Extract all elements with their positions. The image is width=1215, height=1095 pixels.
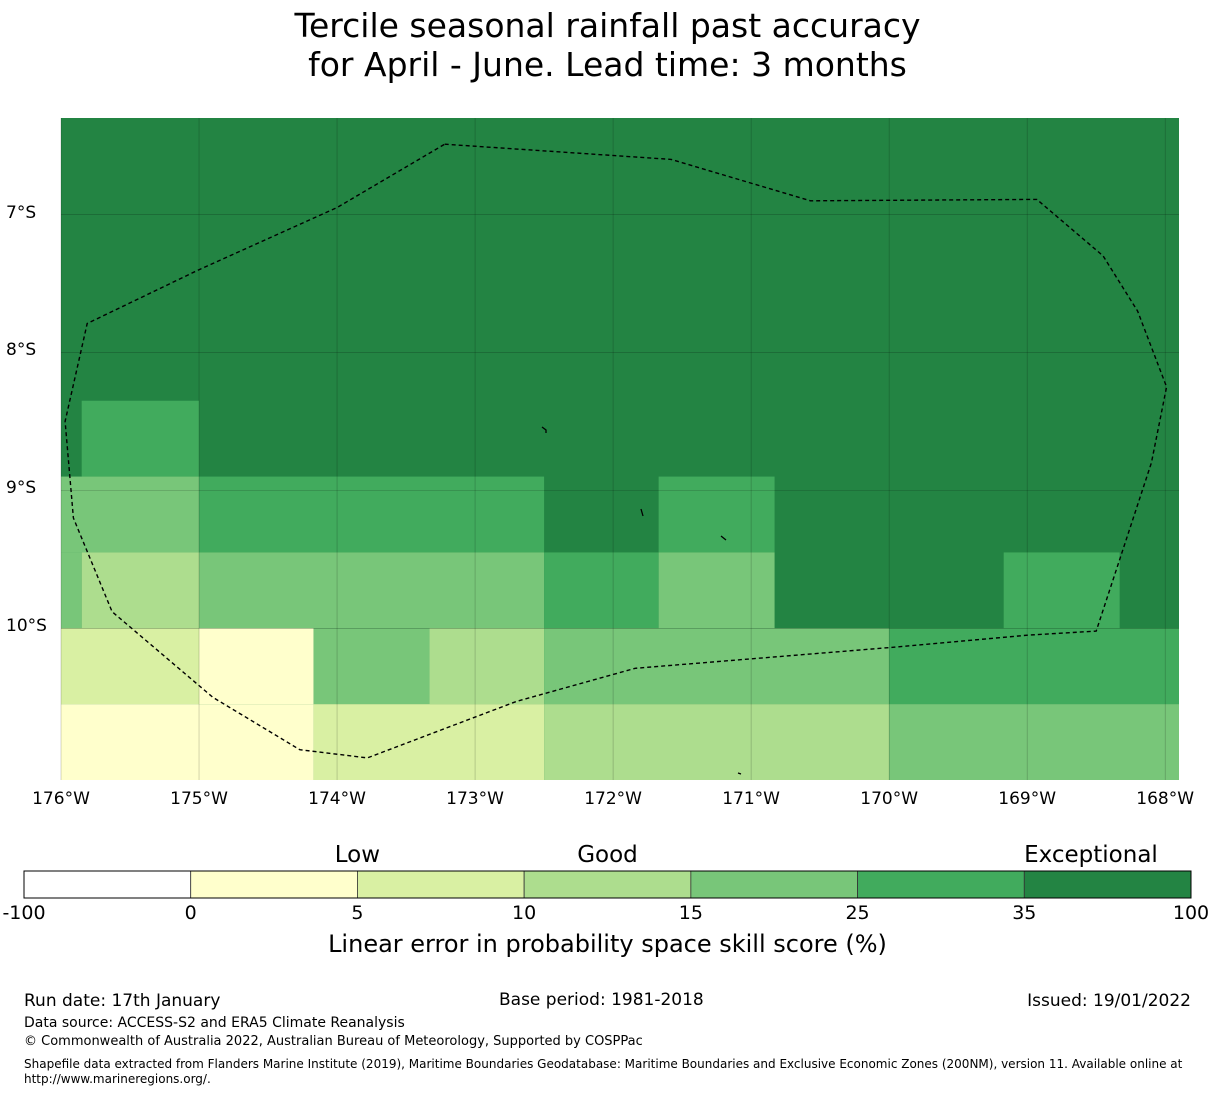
colorbar-tick-label: 35 (1012, 902, 1037, 924)
latitude-tick-label: 8°S (6, 340, 37, 361)
longitude-tick-label: 176°W (32, 789, 90, 809)
colorbar-tick-label: 5 (351, 902, 364, 924)
skill-grid-cell (658, 552, 775, 629)
island-atoll-mark (737, 772, 742, 775)
skill-grid-cell (81, 552, 200, 629)
longitude-tick-label: 174°W (308, 789, 366, 809)
colorbar-segment (1023, 870, 1192, 899)
skill-grid-cell (61, 476, 200, 553)
colorbar-category-label: Low (334, 842, 381, 868)
skill-grid-cell (889, 704, 1179, 780)
skill-grid-cell (199, 552, 545, 629)
colorbar-tick-label: 0 (184, 902, 197, 924)
latitude-tick-label: 9°S (6, 478, 37, 499)
colorbar-tick-label: -100 (2, 902, 46, 924)
skill-grid-cell (81, 400, 200, 477)
skill-grid-cell (544, 704, 890, 780)
colorbar-tick-label: 100 (1172, 902, 1210, 924)
run-date: Run date: 17th January (24, 991, 221, 1011)
skill-grid-cell (544, 552, 659, 629)
colorbar-segment (357, 870, 525, 899)
longitude-tick-label: 173°W (446, 789, 504, 809)
colorbar-category-label: Exceptional (1024, 842, 1158, 868)
skill-grid-cell (658, 476, 775, 553)
copyright: © Commonwealth of Australia 2022, Austra… (24, 1034, 643, 1049)
skill-grid-cell (429, 628, 545, 705)
island-atoll-mark (640, 508, 644, 517)
longitude-tick-label: 169°W (998, 789, 1057, 809)
skill-grid-cell (313, 704, 545, 780)
shapefile-credit: Shapefile data extracted from Flanders M… (24, 1057, 1183, 1086)
colorbar-segment (523, 870, 692, 899)
skill-grid-cell (1003, 552, 1120, 629)
colorbar-tick-label: 25 (845, 902, 870, 924)
skill-grid-cell (61, 552, 82, 629)
title-line-1: Tercile seasonal rainfall past accuracy (294, 6, 921, 45)
longitude-tick-label: 171°W (722, 789, 780, 809)
data-source: Data source: ACCESS-S2 and ERA5 Climate … (24, 1015, 405, 1031)
colorbar-segment (857, 870, 1025, 899)
colorbar-segment (190, 870, 358, 899)
longitude-tick-label: 172°W (584, 789, 642, 809)
chart-title: Tercile seasonal rainfall past accuracy … (0, 6, 1215, 84)
colorbar-segment (690, 870, 858, 899)
longitude-tick-label: 170°W (860, 789, 919, 809)
colorbar-tick-label: 10 (512, 902, 537, 924)
skill-grid-cell (199, 476, 545, 553)
skill-grid-cell (313, 628, 430, 705)
skill-grid-cell (199, 628, 314, 705)
island-atoll-mark (541, 426, 547, 433)
longitude-tick-label: 175°W (170, 789, 228, 809)
colorbar-segment (23, 870, 192, 899)
skill-grid-cell (544, 628, 890, 705)
colorbar-tick-label: 15 (678, 902, 703, 924)
latitude-tick-label: 7°S (6, 202, 37, 223)
skill-grid-cell (61, 628, 200, 705)
skill-grid-cell (61, 704, 314, 780)
base-period: Base period: 1981-2018 (499, 990, 704, 1010)
eez-boundary-line (64, 143, 1168, 759)
colorbar-label: Linear error in probability space skill … (328, 930, 887, 958)
issued-date: Issued: 19/01/2022 (1027, 991, 1191, 1011)
skill-grid-cell (889, 628, 1179, 705)
latitude-tick-label: 10°S (6, 616, 47, 637)
colorbar-category-label: Good (577, 842, 638, 868)
colorbar-frame (23, 870, 1192, 899)
title-line-2: for April - June. Lead time: 3 months (308, 45, 907, 84)
island-atoll-mark (720, 535, 727, 541)
longitude-tick-label: 168°W (1136, 789, 1195, 809)
